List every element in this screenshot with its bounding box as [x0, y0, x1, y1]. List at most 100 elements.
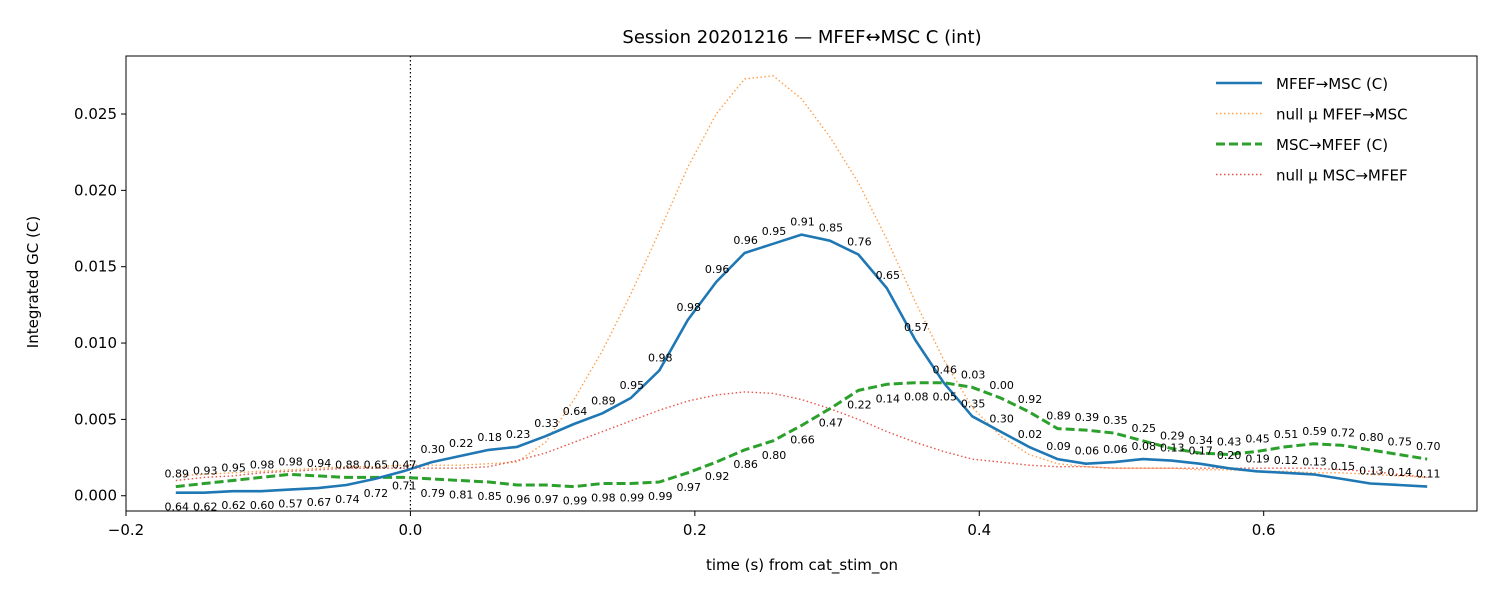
- p-value-label: 0.06: [1075, 445, 1100, 458]
- p-value-label: 0.93: [193, 465, 218, 478]
- p-value-label: 0.96: [733, 234, 758, 247]
- p-value-label: 0.72: [1331, 426, 1356, 439]
- p-value-label: 0.92: [705, 470, 730, 483]
- p-value-label: 0.17: [1188, 445, 1213, 458]
- p-value-label: 0.74: [335, 493, 360, 506]
- legend-label-null-msc-mfef: null μ MSC→MFEF: [1276, 167, 1408, 185]
- axes-frame: [125, 55, 1478, 512]
- p-value-label: 0.65: [876, 269, 901, 282]
- p-value-label: 0.46: [932, 364, 957, 377]
- p-value-label: 0.99: [563, 495, 588, 508]
- chart-title: Session 20201216 — MFEF↔MSC C (int): [622, 27, 981, 48]
- p-value-label: 0.34: [1188, 434, 1213, 447]
- p-value-label: 0.97: [676, 481, 701, 494]
- p-value-label: 0.96: [705, 263, 730, 276]
- x-tick-label: −0.2: [108, 521, 144, 539]
- p-value-label: 0.98: [250, 458, 275, 471]
- p-value-label: 0.22: [847, 398, 872, 411]
- y-tick-label: 0.020: [74, 181, 117, 199]
- p-value-label: 0.13: [1160, 442, 1185, 455]
- p-value-label: 0.57: [904, 321, 929, 334]
- p-value-label: 0.13: [1302, 455, 1327, 468]
- p-value-label: 0.89: [165, 468, 190, 481]
- p-value-label: 0.11: [1416, 468, 1441, 481]
- p-value-label: 0.43: [1217, 436, 1242, 449]
- p-value-label: 0.76: [847, 235, 872, 248]
- x-tick-label: 0.6: [1252, 521, 1276, 539]
- p-value-label: 0.00: [989, 379, 1014, 392]
- y-axis-ticks: 0.000 0.005 0.010 0.015 0.020 0.025: [74, 105, 126, 505]
- p-value-label: 0.91: [790, 216, 815, 229]
- p-value-label: 0.15: [1331, 460, 1356, 473]
- p-value-label: 0.79: [421, 487, 446, 500]
- p-value-label: 0.62: [193, 501, 218, 514]
- p-value-label: 0.05: [932, 391, 957, 404]
- p-value-label: 0.85: [819, 222, 844, 235]
- p-value-label: 0.81: [449, 488, 474, 501]
- p-value-label: 0.70: [1416, 440, 1441, 453]
- p-value-label: 0.14: [876, 392, 901, 405]
- x-tick-label: 0.0: [398, 521, 422, 539]
- p-value-label: 0.35: [1103, 414, 1128, 427]
- series-line-null-msc-mfef: [175, 391, 1428, 482]
- p-value-label: 0.64: [563, 405, 588, 418]
- p-value-label: 0.86: [733, 458, 758, 471]
- p-value-label: 0.06: [1103, 443, 1128, 456]
- x-axis-label: time (s) from cat_stim_on: [706, 556, 898, 575]
- y-tick-label: 0.000: [74, 487, 117, 505]
- p-value-label: 0.80: [1359, 431, 1384, 444]
- p-value-label: 0.22: [449, 437, 474, 450]
- p-value-label: 0.64: [165, 501, 190, 514]
- p-value-label: 0.97: [534, 493, 559, 506]
- p-value-label: 0.30: [421, 443, 446, 456]
- legend: MFEF→MSC (C) null μ MFEF→MSC MSC→MFEF (C) n…: [1216, 75, 1408, 185]
- legend-label-msc-mfef-c: MSC→MFEF (C): [1276, 136, 1388, 154]
- p-value-label: 0.89: [591, 394, 616, 407]
- p-value-label: 0.12: [1274, 454, 1299, 467]
- p-value-label: 0.25: [1132, 422, 1157, 435]
- p-value-label: 0.08: [904, 391, 929, 404]
- p-value-label: 0.47: [819, 417, 844, 430]
- p-value-label: 0.13: [1359, 465, 1384, 478]
- p-value-label: 0.14: [1388, 466, 1413, 479]
- p-value-label: 0.35: [961, 397, 986, 410]
- x-tick-label: 0.2: [683, 521, 707, 539]
- legend-label-null-mfef-msc: null μ MFEF→MSC: [1276, 106, 1408, 124]
- y-tick-label: 0.015: [74, 258, 117, 276]
- p-value-label: 0.65: [364, 458, 389, 471]
- p-value-label: 0.66: [790, 433, 815, 446]
- p-value-label: 0.51: [1274, 428, 1299, 441]
- p-value-label: 0.09: [1046, 440, 1071, 453]
- p-value-label: 0.47: [392, 458, 417, 471]
- p-value-label: 0.98: [676, 301, 701, 314]
- p-value-label: 0.02: [1018, 428, 1043, 441]
- p-value-label: 0.98: [648, 352, 673, 365]
- y-tick-label: 0.005: [74, 410, 117, 428]
- p-value-label: 0.71: [392, 479, 417, 492]
- p-value-label: 0.94: [307, 457, 332, 470]
- p-value-label: 0.98: [591, 492, 616, 505]
- p-value-label: 0.85: [477, 490, 502, 503]
- p-value-label: 0.29: [1160, 429, 1185, 442]
- p-value-label: 0.60: [250, 499, 275, 512]
- p-value-label: 0.88: [335, 458, 360, 471]
- p-value-label: 0.62: [221, 499, 246, 512]
- x-axis-ticks: −0.2 0.0 0.2 0.4 0.6: [108, 511, 1276, 539]
- p-value-label: 0.92: [1018, 393, 1043, 406]
- p-value-label: 0.30: [989, 413, 1014, 426]
- legend-label-mfef-msc-c: MFEF→MSC (C): [1276, 75, 1388, 93]
- p-value-label: 0.67: [307, 496, 332, 509]
- p-value-label: 0.57: [278, 498, 303, 511]
- p-value-label: 0.99: [648, 490, 673, 503]
- p-value-annotations: 0.64 0.62 0.62 0.60 0.57 0.67 0.74 0.720.710.30…: [165, 216, 1441, 514]
- series-line-null-mfef-msc: [175, 75, 1428, 479]
- p-value-label: 0.99: [620, 492, 645, 505]
- p-value-label: 0.39: [1075, 411, 1100, 424]
- plot-marks: [175, 56, 1428, 511]
- p-value-label: 0.33: [534, 417, 559, 430]
- p-value-label: 0.96: [506, 493, 531, 506]
- p-value-label: 0.20: [1217, 449, 1242, 462]
- p-value-label: 0.18: [477, 431, 502, 444]
